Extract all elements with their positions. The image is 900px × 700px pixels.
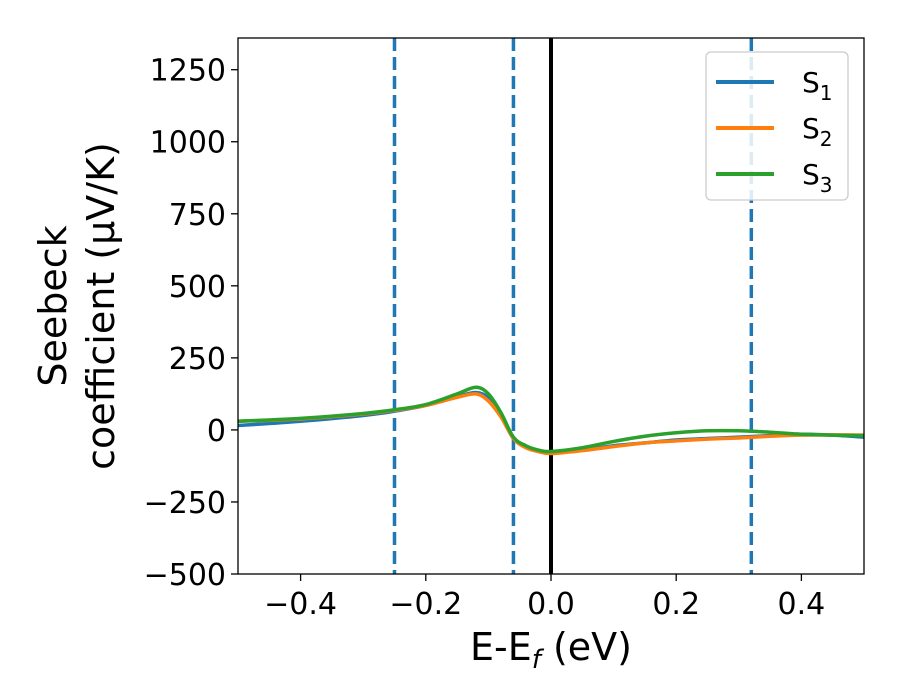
series-line-s3 xyxy=(238,385,864,454)
y-axis-title-line1: Seebeck xyxy=(31,225,75,386)
x-tick-label: −0.2 xyxy=(389,587,462,622)
y-axis-title: Seebeck xyxy=(31,225,75,386)
y-tick-label: 500 xyxy=(169,270,226,305)
x-tick-label: 0.0 xyxy=(527,587,575,622)
y-tick-label: −250 xyxy=(144,486,226,521)
y-tick-label: 750 xyxy=(169,198,226,233)
legend-box xyxy=(705,51,849,201)
x-tick-label: 0.2 xyxy=(652,587,700,622)
y-tick-label: −500 xyxy=(144,558,226,593)
y-tick-label: 0 xyxy=(207,414,226,449)
y-tick-label: 1000 xyxy=(150,126,226,161)
x-tick-label: −0.4 xyxy=(264,587,337,622)
y-axis-title-line2: coefficient (μV/K) xyxy=(79,142,123,470)
legend: S1 S2 S3 xyxy=(705,51,849,201)
y-tick-label: 250 xyxy=(169,342,226,377)
x-tick-label: 0.4 xyxy=(778,587,826,622)
x-axis-title: E-Ef (eV) xyxy=(470,625,632,675)
y-tick-label: 1250 xyxy=(150,54,226,89)
legend-label-s2: S2 xyxy=(802,112,833,151)
legend-label-s3: S3 xyxy=(802,158,833,197)
legend-label-s1: S1 xyxy=(802,66,833,105)
